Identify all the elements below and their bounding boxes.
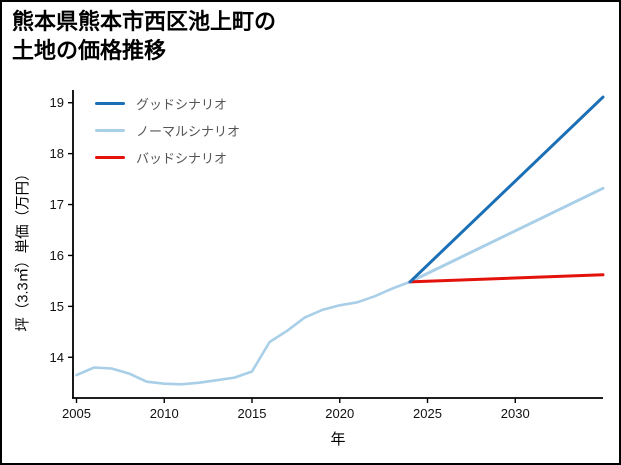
- x-axis-label: 年: [330, 431, 346, 448]
- chart-title-line1: 熊本県熊本市西区池上町の: [12, 9, 277, 34]
- legend-label-normal: ノーマルシナリオ: [136, 124, 241, 139]
- chart-title-line2: 土地の価格推移: [12, 37, 167, 63]
- x-tick-label: 2015: [238, 406, 267, 421]
- legend-label-bad: バッドシナリオ: [136, 151, 228, 166]
- series-line-good: [408, 95, 605, 284]
- x-tick-label: 2020: [325, 406, 354, 421]
- y-tick-label: 19: [50, 95, 64, 110]
- series-line-bad: [408, 273, 605, 284]
- y-tick-label: 17: [50, 197, 64, 212]
- x-tick-label: 2010: [150, 406, 179, 421]
- series-line-normal: [408, 186, 605, 284]
- legend-item-bad: バッドシナリオ: [95, 149, 240, 166]
- legend-item-good: グッドシナリオ: [95, 95, 240, 112]
- legend-item-normal: ノーマルシナリオ: [95, 122, 240, 139]
- x-tick-label: 2030: [501, 406, 530, 421]
- legend-swatch-bad: [95, 155, 125, 160]
- chart-legend: グッドシナリオ ノーマルシナリオ バッドシナリオ: [95, 95, 240, 166]
- y-tick-label: 14: [50, 350, 64, 365]
- y-tick-label: 18: [50, 146, 64, 161]
- x-tick-label: 2005: [62, 406, 91, 421]
- y-tick-label: 16: [50, 248, 64, 263]
- y-tick-label: 15: [50, 299, 64, 314]
- legend-label-good: グッドシナリオ: [136, 97, 228, 112]
- legend-swatch-normal: [95, 128, 125, 133]
- x-tick-label: 2025: [413, 406, 442, 421]
- legend-swatch-good: [95, 101, 125, 106]
- series-line-history: [75, 280, 412, 386]
- chart-title: 熊本県熊本市西区池上町の 土地の価格推移: [12, 8, 276, 65]
